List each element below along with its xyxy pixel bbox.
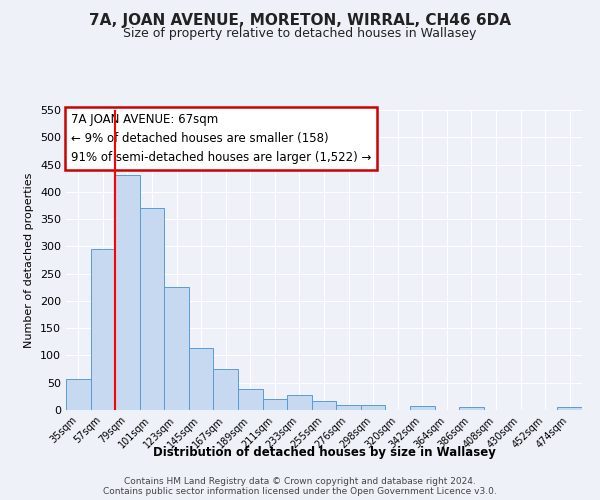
Bar bbox=[238, 390, 263, 410]
Bar bbox=[287, 394, 312, 410]
Bar bbox=[164, 288, 189, 410]
Bar bbox=[115, 176, 140, 410]
Bar bbox=[557, 408, 582, 410]
Bar bbox=[459, 408, 484, 410]
Text: Size of property relative to detached houses in Wallasey: Size of property relative to detached ho… bbox=[124, 28, 476, 40]
Bar bbox=[66, 379, 91, 410]
Y-axis label: Number of detached properties: Number of detached properties bbox=[25, 172, 34, 348]
Bar bbox=[312, 400, 336, 410]
Bar bbox=[263, 398, 287, 410]
Bar bbox=[361, 404, 385, 410]
Text: Distribution of detached houses by size in Wallasey: Distribution of detached houses by size … bbox=[152, 446, 496, 459]
Bar bbox=[410, 406, 434, 410]
Text: 7A JOAN AVENUE: 67sqm
← 9% of detached houses are smaller (158)
91% of semi-deta: 7A JOAN AVENUE: 67sqm ← 9% of detached h… bbox=[71, 113, 371, 164]
Bar bbox=[91, 249, 115, 410]
Bar bbox=[189, 348, 214, 410]
Text: 7A, JOAN AVENUE, MORETON, WIRRAL, CH46 6DA: 7A, JOAN AVENUE, MORETON, WIRRAL, CH46 6… bbox=[89, 12, 511, 28]
Bar bbox=[214, 368, 238, 410]
Bar bbox=[140, 208, 164, 410]
Text: Contains public sector information licensed under the Open Government Licence v3: Contains public sector information licen… bbox=[103, 486, 497, 496]
Text: Contains HM Land Registry data © Crown copyright and database right 2024.: Contains HM Land Registry data © Crown c… bbox=[124, 476, 476, 486]
Bar bbox=[336, 404, 361, 410]
